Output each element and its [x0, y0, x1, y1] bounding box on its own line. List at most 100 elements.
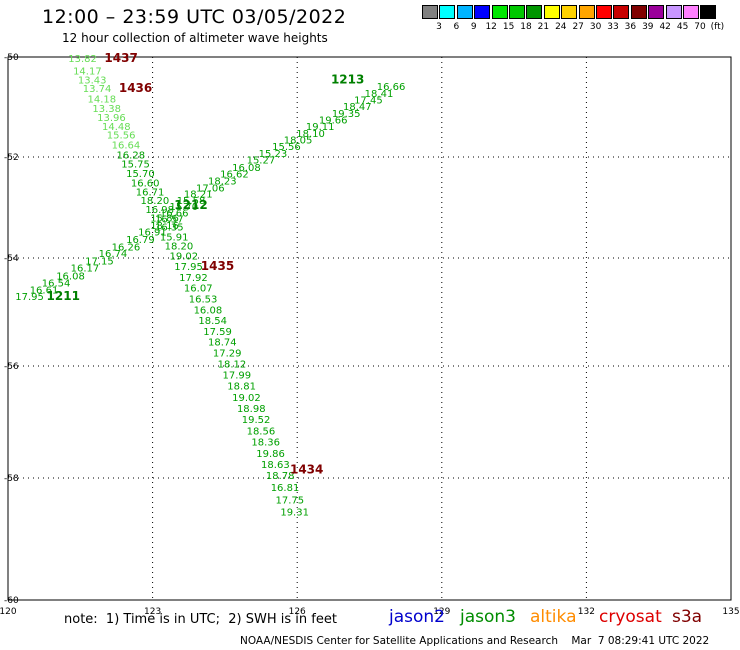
swh-value: 16.81 — [271, 483, 300, 494]
swh-value: 17.29 — [213, 349, 242, 360]
legend-swatch — [526, 5, 543, 19]
swh-value: 18.63 — [261, 460, 290, 471]
time-labels: 1437 1436 1435 1434 1213 1212 1211 — [47, 51, 365, 477]
swh-value: 13.82 — [68, 54, 97, 65]
legend-label: 3 — [436, 22, 442, 32]
swh-value: 18.23 — [208, 177, 237, 188]
swh-value: 16.57 — [155, 215, 184, 226]
swh-value: 17.95 — [174, 262, 203, 273]
legend-label: 12 — [485, 22, 497, 32]
legend-swatch — [700, 5, 717, 19]
swh-value: 19.31 — [280, 508, 309, 519]
swh-value: 16.54 — [42, 278, 71, 289]
y-tick-label: -50 — [4, 53, 19, 63]
swh-value: 16.07 — [184, 284, 213, 295]
swh-value: 15.56 — [107, 131, 136, 142]
legend-label: 45 — [676, 22, 689, 32]
legend-swatch — [456, 5, 473, 19]
legend-label: 6 — [453, 22, 460, 32]
swh-value: 16.08 — [232, 163, 261, 174]
swh-value: 14.17 — [73, 67, 102, 78]
satellite-jason3: jason3 — [460, 607, 516, 627]
figure-subtitle: 12 hour collection of altimeter wave hei… — [62, 31, 328, 45]
swh-value: 15.70 — [126, 169, 155, 180]
swh-value: 13.96 — [97, 113, 126, 124]
swh-value: 18.10 — [296, 129, 325, 140]
y-tick-label: -58 — [4, 474, 19, 484]
swh-value: 15.75 — [121, 160, 150, 171]
y-tick-label: -52 — [4, 153, 19, 163]
swh-value: 17.75 — [276, 495, 305, 506]
legend-label: 42 — [659, 22, 671, 32]
legend-swatch — [648, 5, 665, 19]
swh-value: 17.99 — [222, 370, 251, 381]
legend-swatch — [491, 5, 508, 19]
swh-value: 17.45 — [354, 96, 383, 107]
legend-label: 21 — [537, 22, 550, 32]
swh-value: 18.56 — [247, 426, 276, 437]
swh-value: 16.74 — [99, 249, 128, 260]
swh-value: 18.05 — [284, 136, 313, 147]
swh-value: 16.53 — [189, 295, 218, 306]
swh-value: 19.11 — [306, 122, 335, 133]
legend-label: 30 — [589, 22, 602, 32]
swh-value: 14.48 — [102, 122, 131, 133]
satellite-cryosat: cryosat — [599, 607, 662, 627]
swh-value: 16.79 — [126, 235, 155, 246]
footnote: note: 1) Time is in UTC; 2) SWH is in fe… — [64, 612, 337, 627]
x-tick-label: 129 — [433, 607, 450, 617]
swh-value: 17.15 — [85, 257, 114, 268]
legend-label: 24 — [555, 22, 567, 32]
swh-value: 13.43 — [78, 76, 107, 87]
graticule — [8, 57, 731, 600]
swh-value: 18.78 — [266, 471, 295, 482]
swh-value: 17.59 — [203, 327, 232, 338]
swh-value: 16.61 — [30, 285, 59, 296]
legend-swatch — [561, 5, 578, 19]
pass-time-label: 1435 — [201, 259, 234, 273]
pass-time-label: 1211 — [47, 289, 80, 303]
swh-value: 16.66 — [377, 82, 406, 93]
swh-value: 18.74 — [208, 338, 237, 349]
legend-label: (ft) — [710, 22, 725, 32]
swh-value: 18.36 — [251, 438, 280, 449]
legend-swatch — [630, 5, 647, 19]
swh-value: 17.06 — [196, 183, 225, 194]
swh-value: 15.56 — [272, 142, 301, 153]
x-tick-label: 135 — [722, 607, 739, 617]
swh-value: 15.70 — [169, 202, 198, 213]
satellite-altika: altika — [530, 607, 577, 627]
swh-value: 16.91 — [138, 228, 167, 239]
legend-label: 33 — [607, 22, 619, 32]
pass-time-label: 1437 — [104, 51, 137, 65]
pass-time-label: 1212 — [174, 198, 207, 212]
swh-value: 18.16 — [150, 221, 179, 232]
satellite-jason2: jason2 — [389, 607, 445, 627]
swh-value: 17.95 — [15, 292, 44, 303]
legend-swatch — [422, 5, 438, 19]
swh-value: 15.91 — [160, 232, 189, 243]
y-tick-label: -60 — [4, 596, 19, 606]
swh-value: 16.17 — [71, 264, 100, 275]
legend-label: 39 — [642, 22, 654, 32]
swh-value: 18.20 — [141, 196, 170, 207]
legend-swatch — [613, 5, 630, 19]
legend-swatch — [578, 5, 595, 19]
credit-line: NOAA/NESDIS Center for Satellite Applica… — [240, 635, 710, 647]
swh-value: 18.12 — [218, 359, 247, 370]
swh-value: 19.02 — [232, 393, 261, 404]
swh-value: 16.62 — [220, 170, 249, 181]
swh-value: 18.47 — [343, 102, 372, 113]
swh-value: 16.08 — [56, 271, 85, 282]
swh-value: 15.86 — [150, 214, 179, 225]
swh-value: 16.64 — [112, 141, 141, 152]
swh-value: 18.21 — [184, 189, 213, 200]
pass-time-label: 1434 — [290, 463, 323, 477]
swh-value: 19.86 — [256, 449, 285, 460]
swh-value: 18.54 — [198, 316, 227, 327]
legend-swatch — [665, 5, 682, 19]
swh-value: 19.02 — [169, 251, 198, 262]
legend-swatch — [474, 5, 491, 19]
